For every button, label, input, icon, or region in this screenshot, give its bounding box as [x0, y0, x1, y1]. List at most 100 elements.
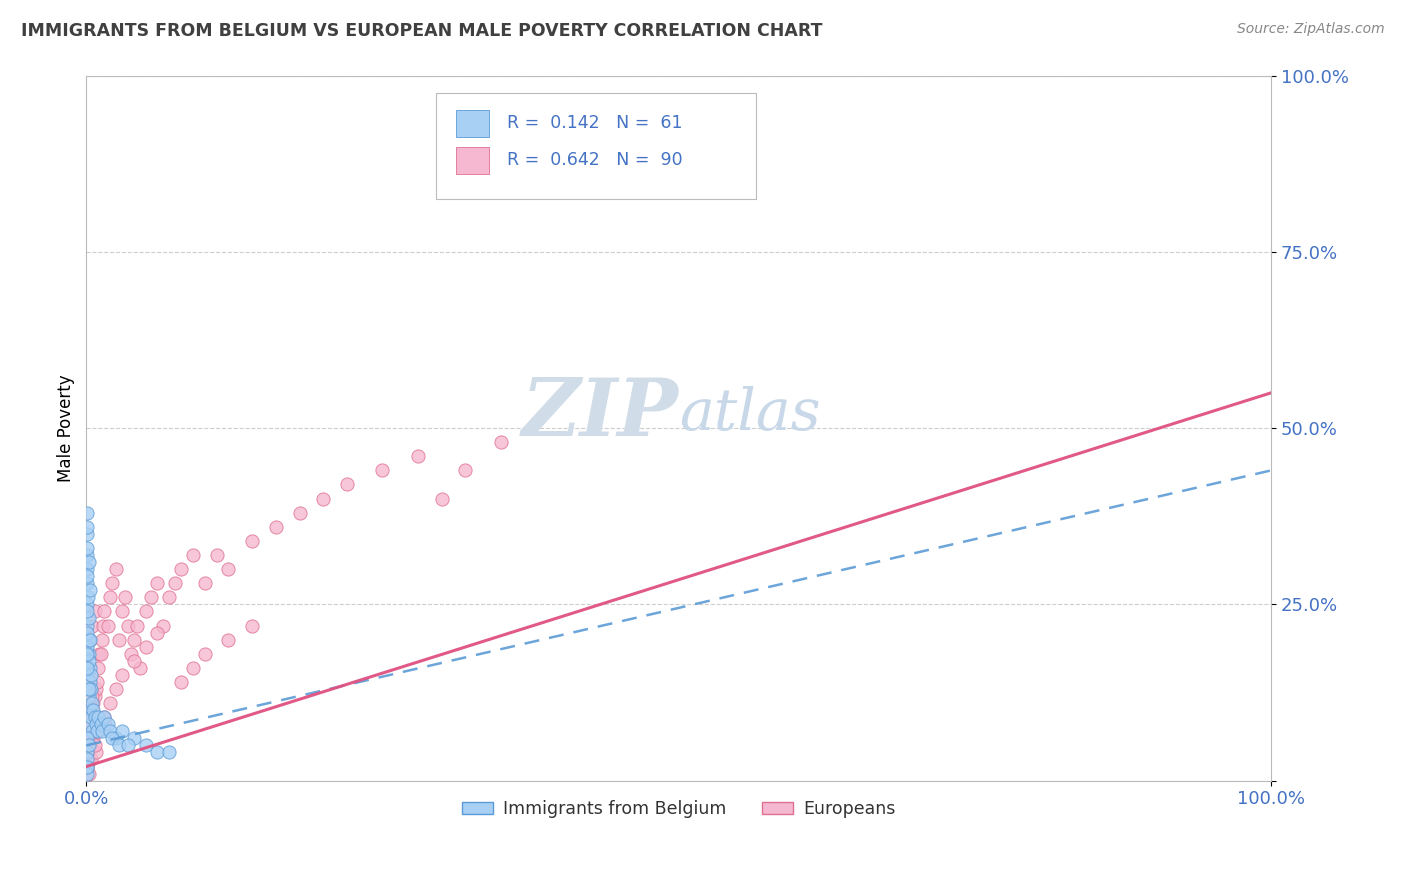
Point	[89, 647, 111, 661]
Point	[80, 710, 103, 724]
Point	[104, 731, 127, 746]
Point	[93, 710, 115, 724]
Point	[83, 604, 105, 618]
Point	[122, 731, 145, 746]
Point	[77, 739, 100, 753]
Point	[82, 618, 104, 632]
Point	[108, 632, 131, 647]
Point	[101, 576, 124, 591]
Point	[76, 569, 98, 583]
Point	[101, 731, 124, 746]
Point	[430, 491, 453, 506]
Point	[79, 717, 101, 731]
Point	[76, 674, 98, 689]
Point	[76, 759, 98, 773]
Point	[77, 647, 100, 661]
Point	[165, 576, 187, 591]
Point	[86, 674, 108, 689]
Point	[117, 618, 139, 632]
Point	[89, 717, 111, 731]
Point	[217, 562, 239, 576]
Text: R =  0.642   N =  90: R = 0.642 N = 90	[508, 151, 682, 169]
Point	[89, 647, 111, 661]
Point	[336, 477, 359, 491]
Point	[77, 731, 100, 746]
Point	[170, 562, 193, 576]
Point	[76, 759, 98, 773]
Point	[77, 611, 100, 625]
Point	[77, 681, 100, 696]
Point	[406, 450, 429, 464]
Point	[104, 681, 127, 696]
Point	[82, 689, 104, 703]
Point	[76, 548, 98, 562]
Point	[80, 703, 103, 717]
Point	[93, 710, 115, 724]
Point	[87, 710, 110, 724]
Point	[104, 562, 127, 576]
Point	[76, 506, 98, 520]
Point	[76, 562, 98, 576]
Point	[77, 654, 100, 668]
Point	[76, 647, 98, 661]
Point	[114, 591, 136, 605]
Text: Source: ZipAtlas.com: Source: ZipAtlas.com	[1237, 22, 1385, 37]
Point	[76, 625, 98, 640]
Point	[83, 689, 105, 703]
Point	[135, 739, 157, 753]
Point	[79, 717, 101, 731]
FancyBboxPatch shape	[456, 147, 489, 174]
Point	[76, 647, 98, 661]
Point	[76, 766, 98, 780]
Point	[76, 689, 98, 703]
Point	[76, 520, 98, 534]
Point	[84, 681, 107, 696]
Y-axis label: Male Poverty: Male Poverty	[58, 375, 75, 482]
Point	[98, 724, 121, 739]
Point	[76, 759, 98, 773]
Point	[79, 674, 101, 689]
Point	[170, 674, 193, 689]
Point	[76, 717, 98, 731]
Point	[146, 746, 169, 760]
Point	[84, 717, 107, 731]
Point	[82, 724, 104, 739]
Point	[76, 703, 98, 717]
Point	[79, 632, 101, 647]
Point	[97, 618, 120, 632]
Point	[83, 710, 105, 724]
Point	[94, 717, 117, 731]
Point	[80, 668, 103, 682]
Point	[77, 689, 100, 703]
Point	[82, 703, 104, 717]
Point	[76, 598, 98, 612]
Point	[76, 618, 98, 632]
Point	[240, 533, 263, 548]
Point	[80, 752, 103, 766]
Point	[80, 681, 103, 696]
Point	[76, 731, 98, 746]
Point	[128, 661, 150, 675]
Point	[79, 632, 101, 647]
Point	[77, 766, 100, 780]
Point	[97, 717, 120, 731]
Point	[83, 739, 105, 753]
Point	[264, 520, 287, 534]
Point	[91, 618, 114, 632]
Point	[76, 731, 98, 746]
Point	[80, 710, 103, 724]
Point	[80, 696, 103, 710]
Point	[79, 703, 101, 717]
Point	[181, 661, 204, 675]
Point	[77, 752, 100, 766]
Point	[82, 696, 104, 710]
Point	[76, 759, 98, 773]
Point	[76, 640, 98, 654]
Point	[76, 541, 98, 555]
Point	[77, 681, 100, 696]
Point	[120, 647, 142, 661]
Point	[76, 576, 98, 591]
Point	[79, 703, 101, 717]
Point	[79, 661, 101, 675]
Point	[194, 576, 217, 591]
